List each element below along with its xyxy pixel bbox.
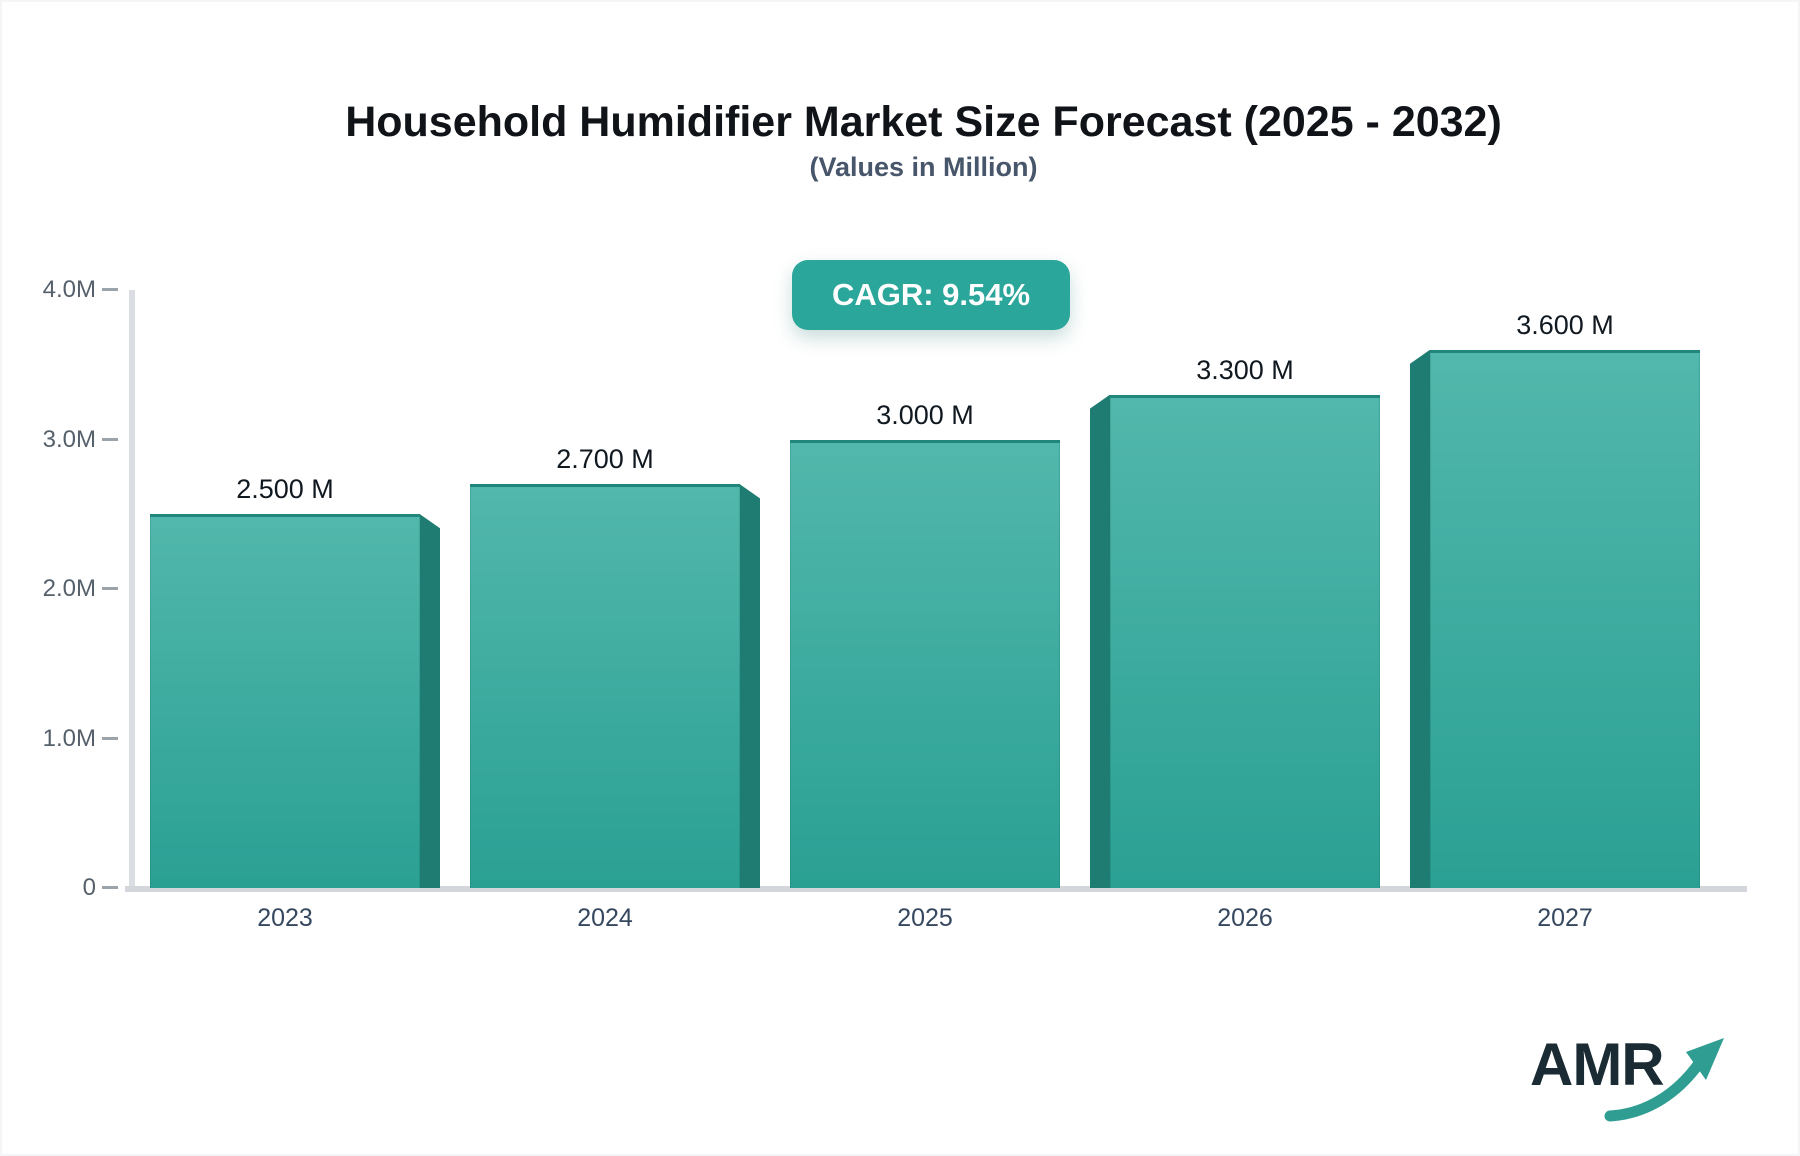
y-axis-tick-mark	[102, 288, 118, 291]
x-axis-label: 2026	[1217, 904, 1273, 932]
y-axis-tick-mark	[102, 886, 118, 889]
bar-2027	[1430, 349, 1700, 888]
bar-side-face	[1090, 394, 1110, 888]
x-axis-label: 2023	[257, 904, 313, 932]
bar-2026	[1110, 394, 1380, 888]
y-axis-tick-mark	[102, 736, 118, 740]
bar-side-face	[1410, 349, 1430, 888]
x-axis-label: 2025	[897, 904, 953, 932]
bar-value-label: 3.300 M	[1196, 354, 1294, 385]
x-axis-label: 2024	[577, 904, 633, 932]
y-axis-tick-label: 3.0M	[42, 425, 96, 453]
bar-2023	[150, 514, 420, 888]
cagr-badge: CAGR: 9.54%	[792, 260, 1070, 330]
chart-title: Household Humidifier Market Size Forecas…	[345, 98, 1502, 146]
y-axis-tick-mark	[102, 587, 118, 590]
x-axis-label: 2027	[1537, 904, 1593, 932]
bar-side-face	[420, 514, 440, 888]
y-axis-tick-label: 0	[82, 874, 96, 901]
bar-value-label: 2.700 M	[556, 444, 654, 475]
y-axis-tick-label: 2.0M	[42, 575, 96, 602]
chart-subtitle: (Values in Million)	[809, 152, 1038, 182]
x-axis-line	[125, 886, 1747, 892]
amr-logo-text: AMR	[1530, 1031, 1665, 1098]
bar-side-face	[740, 484, 760, 888]
y-axis-tick-mark	[102, 437, 118, 441]
y-axis-tick-label: 1.0M	[42, 724, 96, 752]
trend-arrow-icon	[1604, 1038, 1724, 1122]
bar-value-label: 2.500 M	[236, 474, 334, 505]
bar-value-label: 3.600 M	[1516, 309, 1614, 340]
bar-2024	[470, 484, 740, 888]
y-axis-line	[129, 290, 135, 890]
amr-logo: AMR	[1530, 1030, 1760, 1130]
bar-2025	[790, 439, 1060, 888]
bar-value-label: 3.000 M	[876, 399, 974, 430]
cagr-badge-label: CAGR: 9.54%	[831, 277, 1031, 312]
y-axis-tick-label: 4.0M	[42, 276, 96, 303]
